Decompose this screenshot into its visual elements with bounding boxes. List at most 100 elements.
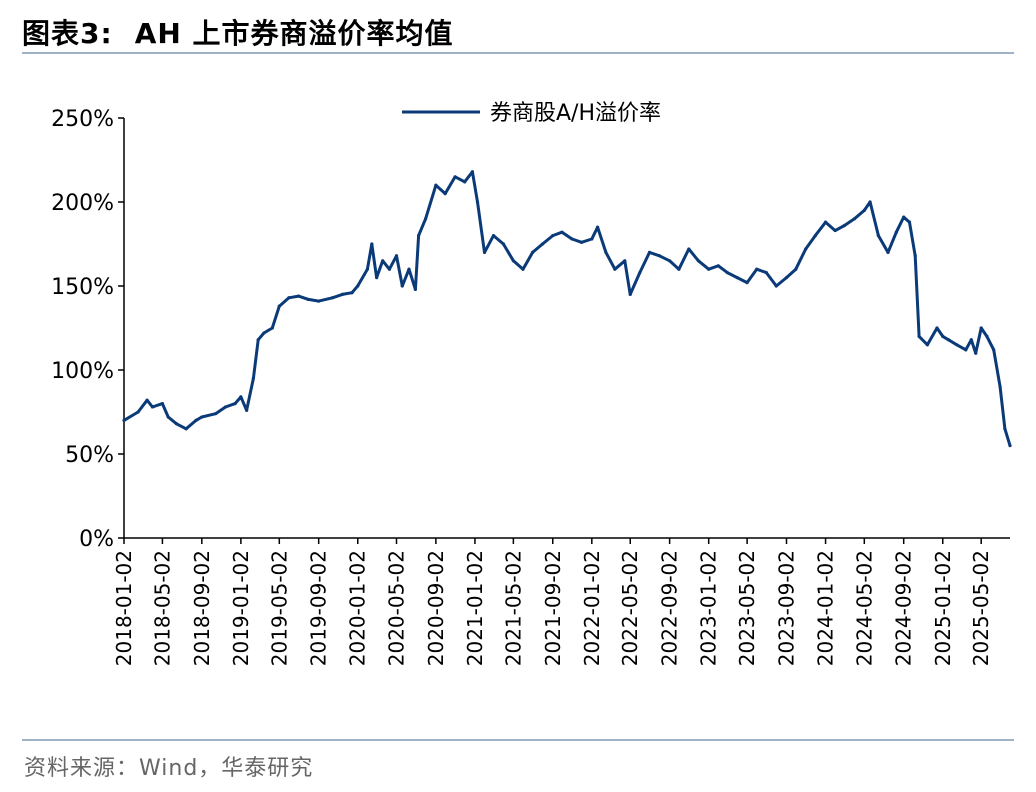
data-point [453,175,457,179]
data-point [213,412,218,416]
x-tick-label: 2018-05-02 [150,550,174,666]
data-point [356,284,360,288]
data-point [623,259,627,263]
data-point [886,250,890,254]
data-point [511,259,515,263]
data-point [122,418,126,422]
data-point [764,270,768,275]
x-tick-label: 2019-01-02 [229,550,253,666]
data-point [979,326,983,330]
data-point [416,234,421,238]
x-tick-label: 2024-09-02 [892,550,916,666]
data-point [560,230,564,234]
data-point [613,267,617,271]
data-point [223,405,228,409]
data-point [270,326,274,330]
data-point [1008,444,1012,448]
data-point [725,270,729,275]
data-point [136,410,140,414]
data-point [868,200,872,204]
data-point [969,338,973,342]
data-point [287,296,291,300]
data-point [823,220,828,224]
data-point [413,287,417,291]
data-point [774,284,778,288]
y-tick-label: 200% [51,191,114,216]
x-tick-label: 2021-05-02 [501,550,525,666]
data-point [501,242,506,246]
x-tick-label: 2021-01-02 [463,550,487,666]
data-point [925,343,929,347]
data-point [570,237,574,241]
data-point [707,267,711,271]
data-point [935,326,939,330]
data-point [184,427,188,431]
x-tick-label: 2020-05-02 [384,550,408,666]
data-point [745,281,749,285]
data-point [590,237,594,241]
data-point [381,259,385,263]
data-point [579,240,584,244]
data-point [239,395,243,399]
data-point [317,299,321,303]
data-point [160,402,165,406]
data-point [145,398,149,402]
top-rule [22,52,1014,54]
data-point [907,220,912,224]
data-point [540,242,545,246]
data-point [842,223,847,228]
data-point [992,348,996,352]
data-point [530,250,535,254]
data-point [794,267,798,271]
x-tick-label: 2025-05-02 [969,550,993,666]
data-point [194,418,198,422]
data-point [657,254,661,258]
data-point [902,215,906,219]
data-point [913,254,917,258]
data-point [200,415,204,419]
x-tick-label: 2018-09-02 [190,550,214,666]
data-point [521,267,525,271]
data-point [375,276,379,280]
x-tick-label: 2018-01-02 [112,550,136,666]
series-line-premium [123,170,1012,447]
data-point [551,234,555,238]
x-tick-label: 2023-05-02 [735,550,759,666]
data-point [370,242,374,246]
x-tick-label: 2019-09-02 [307,550,331,666]
data-point [876,234,880,238]
data-point [330,296,335,300]
data-point [256,338,260,342]
data-point [696,259,701,263]
data-point [917,334,921,338]
y-tick-label: 0% [79,527,114,552]
data-point [628,292,632,296]
x-tick-label: 2022-01-02 [580,550,604,666]
x-tick-label: 2023-01-02 [697,550,721,666]
data-point [387,267,392,271]
data-point [985,334,989,338]
data-point [174,422,179,426]
data-point [852,217,856,221]
data-point [755,267,759,271]
data-point [400,284,404,288]
data-point [638,270,642,275]
data-point [833,228,837,233]
x-tick-label: 2022-05-02 [618,550,642,666]
data-point [277,304,281,308]
data-point [894,230,898,234]
data-point [262,331,266,335]
legend-label: 券商股A/H溢价率 [490,101,661,126]
data-point [804,247,808,251]
data-point [150,405,155,409]
x-tick-label: 2024-05-02 [852,550,876,666]
data-point [955,343,959,347]
x-tick-label: 2023-09-02 [774,550,798,666]
data-point [735,276,739,280]
data-point [668,259,672,263]
data-point [365,267,369,271]
data-point [166,415,170,419]
data-point [974,351,978,355]
y-tick-label: 100% [51,359,114,384]
